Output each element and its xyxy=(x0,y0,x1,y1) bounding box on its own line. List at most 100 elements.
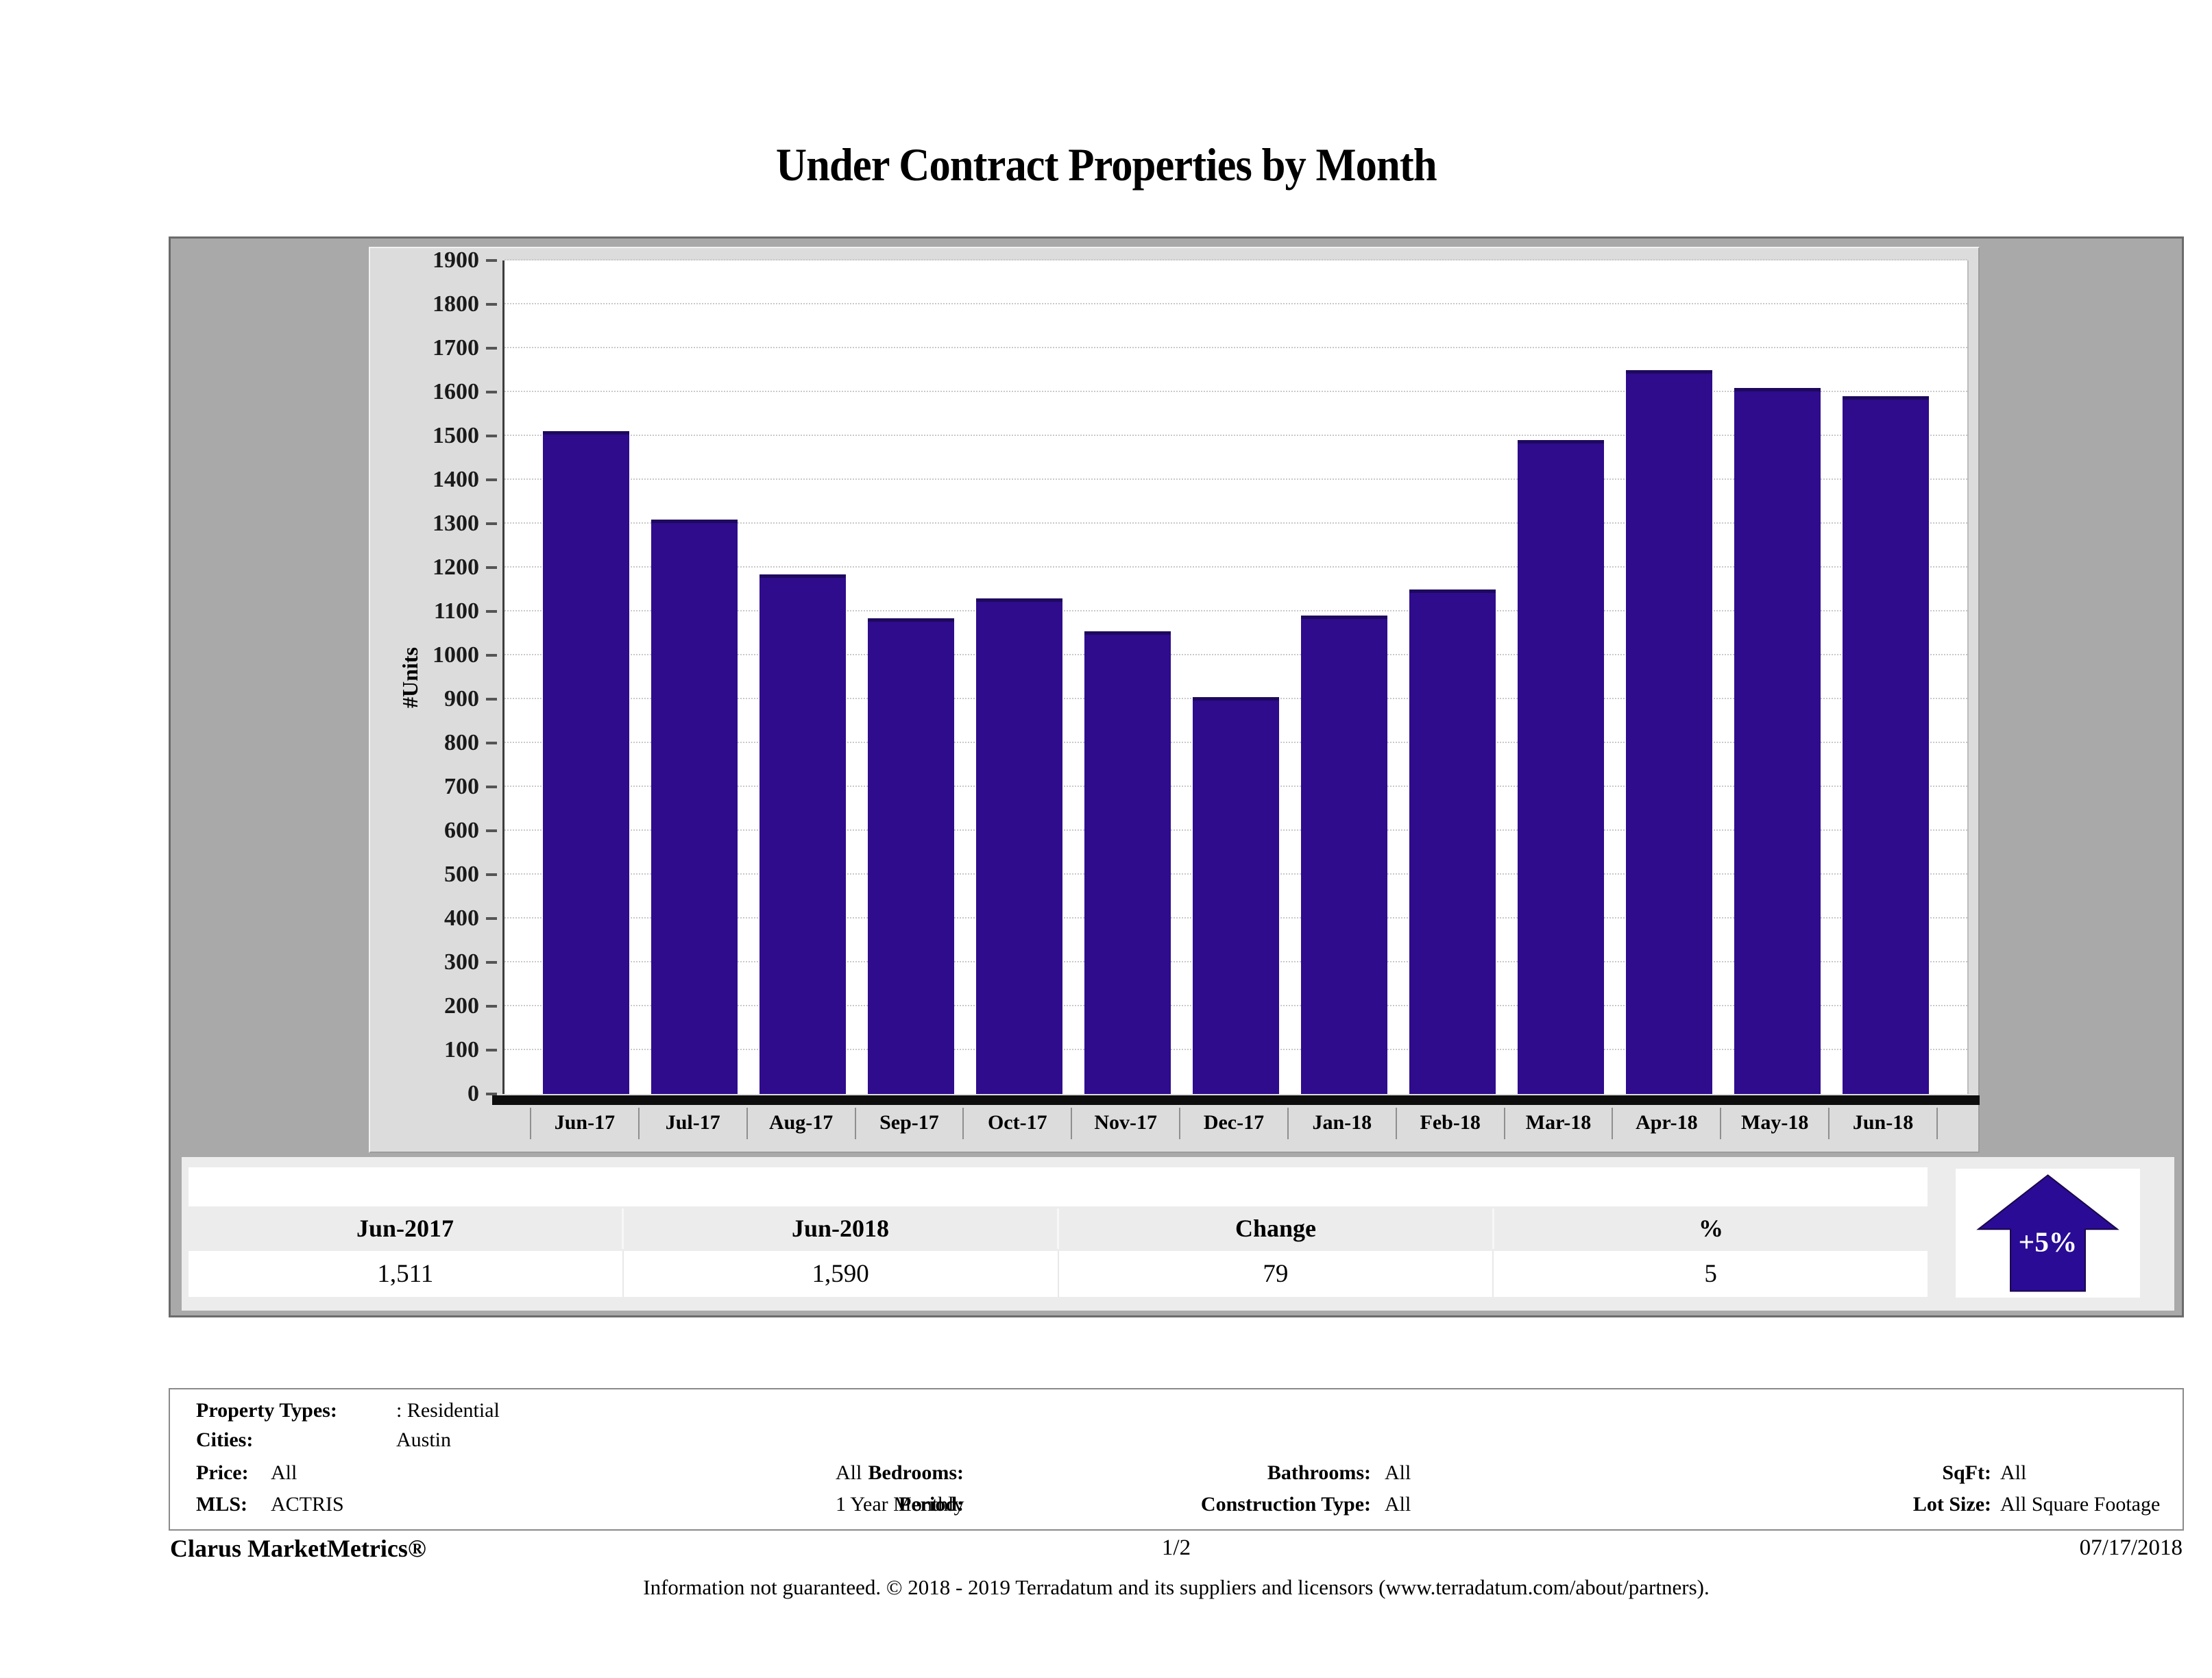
summary-header-row: Jun-2017 Jun-2018 Change% xyxy=(189,1208,1928,1249)
bar-slot xyxy=(640,260,749,1094)
bar-may-18 xyxy=(1734,387,1821,1094)
y-tick-label: 1100 xyxy=(433,598,498,624)
y-tick-label: 600 xyxy=(444,818,497,843)
arrow-up-shape xyxy=(1976,1174,2119,1292)
summary-spacer-row xyxy=(189,1167,1928,1206)
x-tick-label: Jan-18 xyxy=(1287,1108,1396,1139)
sqft-value: All xyxy=(2000,1461,2027,1484)
y-tick-label: 1500 xyxy=(433,423,497,449)
summary-value-cell: 1,511 xyxy=(377,1260,434,1288)
property-types-value: : Residential xyxy=(396,1399,500,1422)
y-tick-label: 400 xyxy=(444,905,497,931)
gridline xyxy=(505,654,1967,655)
footer: Clarus MarketMetrics® 1/2 07/17/2018 xyxy=(169,1534,2184,1567)
x-tick-label: Dec-17 xyxy=(1179,1108,1287,1139)
filters-box: Property Types: : Residential Cities: Au… xyxy=(169,1388,2184,1531)
y-tick-label: 800 xyxy=(444,730,497,755)
bar-slot xyxy=(749,260,857,1094)
lot-size-label: Lot Size: xyxy=(1912,1493,1991,1516)
x-tick-label: Apr-18 xyxy=(1612,1108,1720,1139)
x-tick-label: Aug-17 xyxy=(746,1108,855,1139)
chart-inner-box: #Units 0 100 200 300 400 500 600 700 800 900 1000 1… xyxy=(369,247,1980,1153)
gridline xyxy=(505,566,1967,568)
change-badge-card: +5% xyxy=(1956,1169,2140,1298)
price-value: All xyxy=(271,1461,297,1484)
gridline xyxy=(505,347,1967,348)
cities-label: Cities: xyxy=(196,1428,254,1451)
footer-date: 07/17/2018 xyxy=(2079,1535,2183,1560)
summary-value-cell: 79 xyxy=(1057,1251,1493,1297)
summary-header-cell: Jun-2017 xyxy=(356,1215,454,1242)
y-tick-label: 200 xyxy=(444,993,497,1019)
construction-type-label: Construction Type: xyxy=(1200,1493,1371,1516)
property-types-label: Property Types: xyxy=(196,1399,337,1422)
y-tick-label: 1700 xyxy=(433,335,497,361)
x-axis-line xyxy=(492,1095,1980,1105)
bar-slot xyxy=(1832,260,1940,1094)
gridline xyxy=(505,478,1967,480)
bar-slot xyxy=(1615,260,1723,1094)
y-tick-label: 1800 xyxy=(433,291,497,317)
bar-apr-18 xyxy=(1625,370,1713,1094)
y-tick-label: 1900 xyxy=(433,247,497,273)
plot-area xyxy=(502,259,1969,1094)
y-tick-label: 100 xyxy=(444,1037,497,1062)
gridline xyxy=(505,391,1967,392)
y-tick-label: 900 xyxy=(444,686,497,712)
gridline xyxy=(505,522,1967,524)
bar-jan-18 xyxy=(1300,616,1388,1094)
gridline xyxy=(505,435,1967,437)
period-value: 1 Year Monthly xyxy=(836,1493,964,1516)
bar-slot xyxy=(857,260,965,1094)
period-label: Period: xyxy=(899,1493,964,1516)
summary-header-cell: Jun-2018 xyxy=(622,1208,1057,1249)
bar-slot xyxy=(965,260,1073,1094)
gridline xyxy=(505,610,1967,611)
summary-data-row: 1,511 1,590 79 5 xyxy=(189,1251,1928,1297)
bar-slot xyxy=(1723,260,1832,1094)
gridline xyxy=(505,303,1967,304)
sqft-label: SqFt: xyxy=(1942,1461,1991,1484)
y-tick-label: 1200 xyxy=(433,555,497,580)
bar-dec-17 xyxy=(1192,696,1280,1094)
construction-type-value: All xyxy=(1385,1493,1411,1516)
bar-sep-17 xyxy=(867,618,955,1094)
x-tick-label: Jun-18 xyxy=(1828,1108,1938,1139)
x-axis-labels: Jun-17 Jul-17 Aug-17 Sep-17 Oct-17 Nov-17 Dec-… xyxy=(502,1108,1965,1139)
y-tick-label: 1400 xyxy=(433,467,497,492)
y-tick-label: 1300 xyxy=(433,511,497,536)
y-tick-label: 700 xyxy=(444,774,497,799)
y-tick-label: 0 xyxy=(467,1081,497,1106)
price-label: Price: xyxy=(196,1461,249,1484)
gridline xyxy=(505,259,1967,260)
bar-jun-18 xyxy=(1842,396,1930,1094)
bar-slot xyxy=(1398,260,1507,1094)
badge-label: +5% xyxy=(2019,1226,2078,1257)
footer-brand: Clarus MarketMetrics® xyxy=(170,1535,426,1562)
y-tick-label: 300 xyxy=(444,949,497,975)
bar-jul-17 xyxy=(651,519,738,1094)
bar-slot xyxy=(1290,260,1398,1094)
bar-slot xyxy=(1073,260,1182,1094)
x-tick-label: Feb-18 xyxy=(1395,1108,1504,1139)
summary-value-cell: 5 xyxy=(1492,1251,1928,1297)
bar-jun-17 xyxy=(542,430,630,1094)
bar-feb-18 xyxy=(1409,589,1496,1094)
page-title: Under Contract Properties by Month xyxy=(0,130,2212,199)
bar-mar-18 xyxy=(1517,440,1605,1094)
bar-slot xyxy=(532,260,640,1094)
x-tick-label: Mar-18 xyxy=(1503,1108,1612,1139)
bedrooms-label: Bedrooms: xyxy=(868,1461,964,1484)
x-tick-label: Nov-17 xyxy=(1071,1108,1179,1139)
x-tick-label: Jun-17 xyxy=(530,1108,638,1139)
arrow-up-icon: +5% xyxy=(1976,1174,2119,1292)
cities-value: Austin xyxy=(396,1428,452,1451)
mls-label: MLS: xyxy=(196,1493,247,1516)
footer-disclaimer: Information not guaranteed. © 2018 - 201… xyxy=(643,1575,1710,1599)
bars xyxy=(505,260,1967,1094)
bathrooms-value: All xyxy=(1385,1461,1411,1484)
y-axis-labels: 0 100 200 300 400 500 600 700 800 900 1000 1100 1200… xyxy=(370,249,502,1106)
page-title-text: Under Contract Properties by Month xyxy=(775,138,1437,191)
y-tick-label: 500 xyxy=(444,862,497,887)
x-tick-label: Sep-17 xyxy=(854,1108,963,1139)
